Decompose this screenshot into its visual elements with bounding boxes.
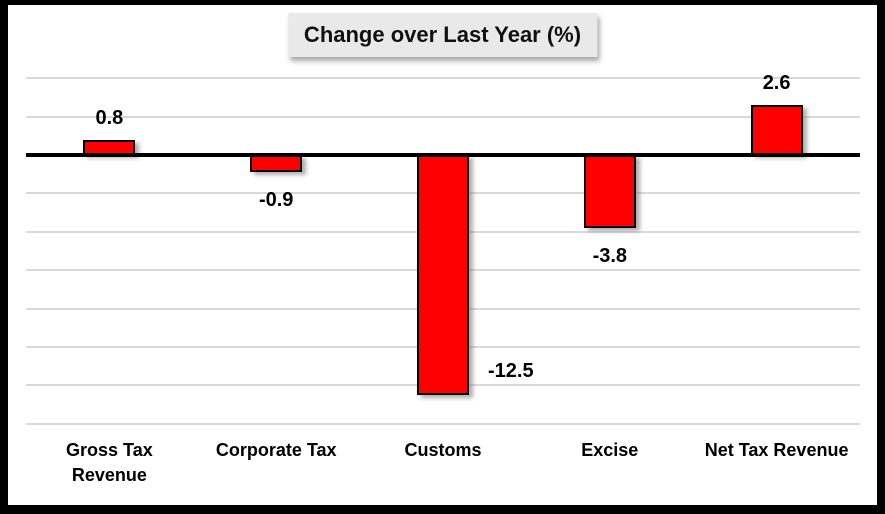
value-label: 2.6: [762, 72, 791, 95]
gridline: [26, 422, 860, 425]
gridline: [26, 115, 860, 118]
zero-axis-line: [26, 153, 860, 157]
category-label: Customs: [404, 440, 482, 460]
category-label: Excise: [581, 440, 639, 460]
bar: [417, 155, 469, 395]
gridline: [26, 77, 860, 80]
value-label: -3.8: [592, 244, 628, 267]
value-label: 0.8: [95, 106, 124, 129]
chart-title: Change over Last Year (%): [287, 13, 598, 57]
category-label: Net Tax Revenue: [704, 440, 849, 460]
bar: [583, 155, 636, 228]
value-label: -12.5: [488, 360, 534, 382]
category-label: Gross Tax Revenue: [66, 440, 153, 485]
bar: [250, 155, 303, 173]
value-label: -0.9: [258, 189, 294, 212]
bar: [750, 105, 803, 155]
category-label: Corporate Tax: [215, 440, 337, 460]
